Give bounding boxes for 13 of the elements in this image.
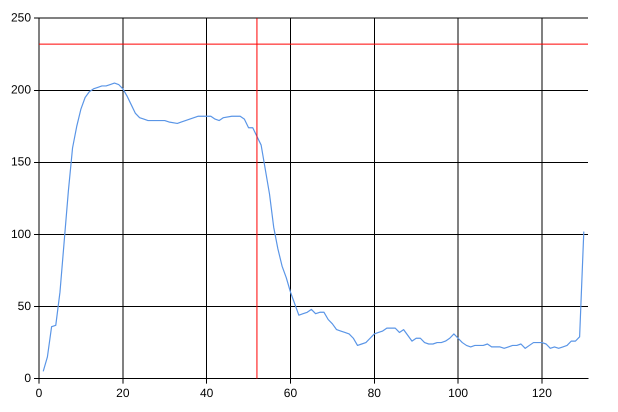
x-tick-label: 20 (116, 386, 130, 400)
x-tick-label: 100 (448, 386, 468, 400)
y-tick-label: 100 (10, 226, 32, 241)
x-tick-label: 40 (200, 386, 214, 400)
x-tick-label: 120 (532, 386, 552, 400)
y-tick-label: 150 (10, 154, 32, 169)
y-tick-label: 50 (18, 298, 32, 313)
y-tick-label: 250 (10, 10, 32, 25)
y-tick-label: 0 (24, 370, 32, 385)
y-tick-label: 200 (10, 82, 32, 97)
x-tick-label: 0 (36, 386, 43, 400)
x-tick-label: 80 (368, 386, 382, 400)
x-tick-label: 60 (284, 386, 298, 400)
